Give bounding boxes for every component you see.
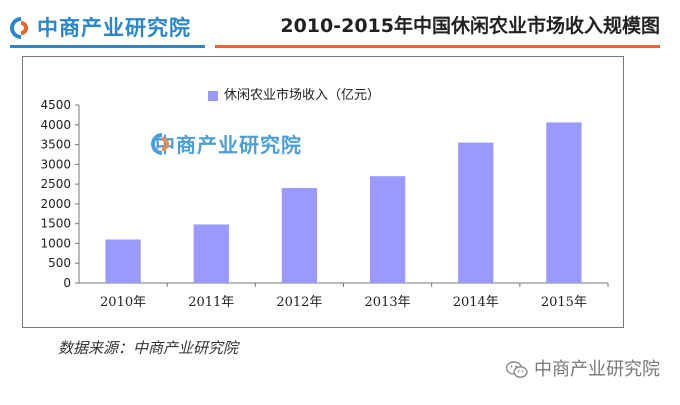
- chart-frame: 0 500 1000 1500 2000 2500 3000 3500 4000 4500 2010…: [22, 56, 624, 328]
- y-tick-label: 4000: [40, 118, 71, 132]
- brand-logo-text: 中商产业研究院: [37, 16, 191, 40]
- header-rule-orange: [215, 45, 660, 48]
- y-tick-label: 1000: [40, 236, 71, 250]
- x-tick-label: 2015年: [541, 295, 587, 310]
- wechat-account: 中商产业研究院: [506, 359, 660, 381]
- x-tick-label: 2012年: [276, 295, 322, 310]
- x-tick-label: 2013年: [365, 295, 411, 310]
- y-tick-label: 2500: [40, 177, 71, 191]
- bar: [281, 188, 318, 283]
- bar: [105, 239, 141, 283]
- y-tick-label: 3500: [40, 138, 71, 152]
- x-tick-label: 2014年: [453, 295, 499, 310]
- data-source-note: 数据来源：中商产业研究院: [58, 339, 239, 357]
- bar-chart: 0 500 1000 1500 2000 2500 3000 3500 4000 4500 2010…: [40, 98, 609, 310]
- x-tick-label: 2011年: [188, 295, 234, 310]
- y-tick-label: 4500: [40, 98, 71, 112]
- bar: [546, 122, 582, 283]
- header-rule-blue: [10, 45, 205, 48]
- wechat-icon: [506, 361, 528, 378]
- watermark-text: 中商产业研究院: [155, 133, 302, 157]
- watermark-logo: 中商产业研究院: [151, 133, 302, 157]
- y-tick-label: 2000: [40, 197, 71, 211]
- x-tick-label: 2010年: [100, 295, 146, 310]
- y-tick-label: 500: [48, 256, 71, 270]
- brand-logo-icon: [10, 17, 32, 39]
- wechat-account-name: 中商产业研究院: [534, 359, 660, 380]
- bar: [369, 176, 406, 283]
- legend-swatch: [208, 91, 218, 101]
- chart-legend: 休闲农业市场收入（亿元）: [208, 88, 380, 104]
- y-tick-label: 1500: [40, 217, 71, 231]
- y-tick-label: 3000: [40, 157, 71, 171]
- watermark-logo-icon: [151, 133, 169, 155]
- brand-logo: 中商产业研究院: [10, 14, 191, 42]
- y-tick-label: 0: [63, 276, 71, 290]
- bar: [193, 224, 229, 283]
- page-title: 2010-2015年中国休闲农业市场收入规模图: [280, 15, 660, 37]
- legend-label: 休闲农业市场收入（亿元）: [224, 88, 381, 103]
- bar: [458, 142, 494, 283]
